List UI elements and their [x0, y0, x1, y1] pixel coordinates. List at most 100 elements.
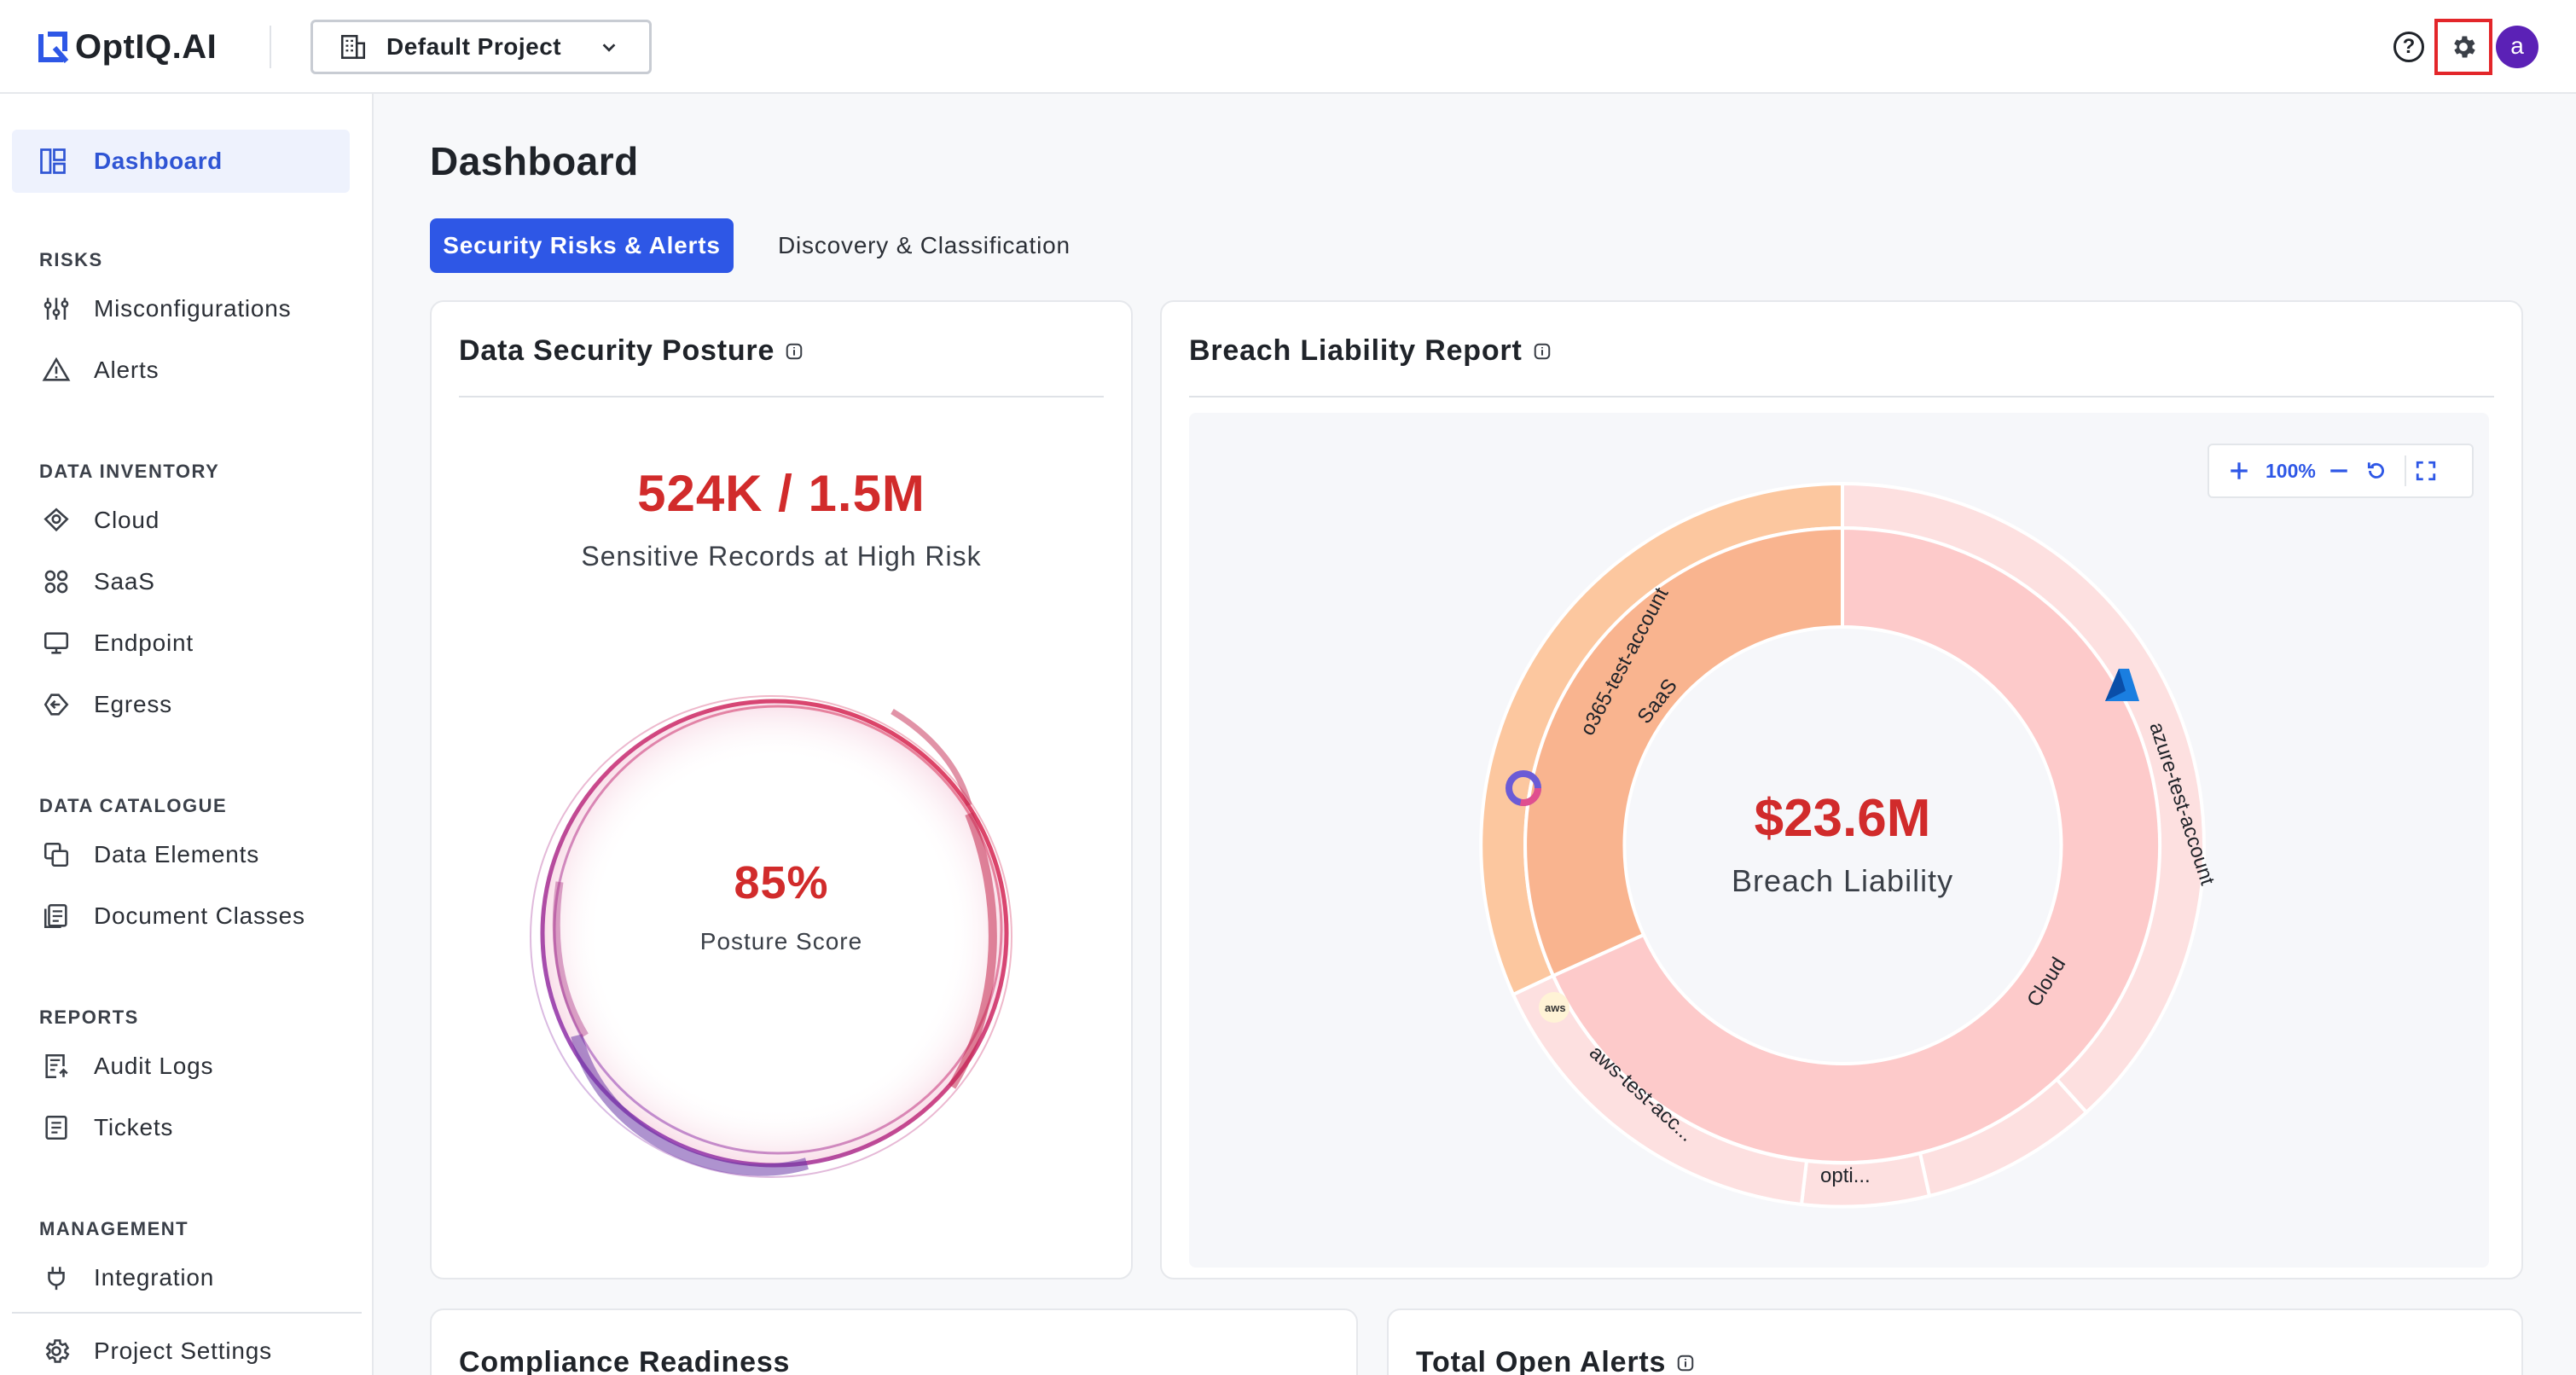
card-divider — [1189, 396, 2494, 397]
info-icon[interactable] — [785, 342, 804, 361]
sidebar-divider — [12, 1312, 362, 1314]
sensitive-records-caption: Sensitive Records at High Risk — [581, 541, 982, 571]
gear-icon — [39, 1334, 73, 1368]
tab-security-risks-alerts[interactable]: Security Risks & Alerts — [430, 218, 734, 273]
sidebar-section-data-inventory: DATA INVENTORY — [39, 461, 220, 482]
card-title-text: Data Security Posture — [459, 334, 775, 367]
sidebar-section-data-catalogue: DATA CATALOGUE — [39, 795, 228, 816]
zoom-level: 100% — [2266, 459, 2316, 482]
sidebar-item-cloud[interactable]: Cloud — [39, 502, 160, 539]
sidebar: Dashboard RISKS Misconfigurations Alerts… — [0, 94, 374, 1375]
card-divider — [459, 396, 1104, 397]
egress-icon — [39, 688, 73, 722]
sidebar-item-saas[interactable]: SaaS — [39, 563, 155, 600]
sidebar-item-label: Document Classes — [94, 902, 305, 929]
compliance-readiness-card: Compliance Readiness — [430, 1308, 1358, 1375]
card-title-text: Total Open Alerts — [1416, 1346, 1667, 1375]
chevron-down-icon — [602, 44, 616, 52]
card-title-text: Breach Liability Report — [1189, 334, 1523, 367]
user-avatar[interactable]: a — [2496, 26, 2538, 68]
reset-icon[interactable] — [2365, 460, 2387, 482]
posture-score-value: 85% — [734, 857, 829, 908]
sidebar-item-integration[interactable]: Integration — [39, 1259, 214, 1297]
svg-text:aws: aws — [1545, 1001, 1566, 1014]
sidebar-item-label: Data Elements — [94, 841, 260, 867]
brand-logo[interactable]: OptIQ.AI — [38, 24, 217, 70]
zoom-controls: 100% — [2208, 444, 2474, 498]
cloud-icon — [39, 503, 73, 537]
sidebar-item-egress[interactable]: Egress — [39, 686, 172, 723]
sidebar-item-label: Project Settings — [94, 1337, 272, 1364]
data-security-posture-card: Data Security Posture 524K / 1.5M Sensit… — [430, 300, 1133, 1279]
sidebar-item-misconfigurations[interactable]: Misconfigurations — [39, 290, 291, 328]
card-title: Breach Liability Report — [1189, 334, 1552, 368]
brand-name: OptIQ.AI — [75, 27, 218, 66]
dashboard-icon — [40, 148, 66, 174]
inner-segment-cloud — [1551, 525, 2162, 1164]
settings-button[interactable] — [2434, 19, 2492, 75]
sidebar-section-reports: REPORTS — [39, 1007, 139, 1028]
sunburst-rings — [1479, 481, 2206, 1209]
aws-icon: aws — [1539, 992, 1569, 1023]
warning-icon — [39, 353, 73, 387]
sidebar-item-label: Endpoint — [94, 629, 194, 656]
sidebar-item-label: Cloud — [94, 507, 160, 533]
sensitive-records-value: 524K / 1.5M — [637, 465, 925, 522]
azure-icon — [2105, 669, 2139, 701]
sidebar-item-label: Dashboard — [94, 148, 223, 174]
sidebar-item-label: Egress — [94, 691, 172, 717]
zoom-separator — [2404, 455, 2406, 486]
monitor-icon — [39, 626, 73, 660]
page-title: Dashboard — [430, 139, 639, 183]
total-open-alerts-card: Total Open Alerts — [1387, 1308, 2523, 1375]
documents-icon — [39, 899, 73, 933]
sidebar-item-label: Integration — [94, 1264, 215, 1291]
zoom-in-icon[interactable] — [2228, 460, 2250, 482]
sidebar-item-alerts[interactable]: Alerts — [39, 351, 159, 389]
info-icon[interactable] — [1533, 342, 1552, 361]
sidebar-item-data-elements[interactable]: Data Elements — [39, 836, 259, 873]
posture-score-orb — [530, 695, 1012, 1178]
sidebar-item-label: Audit Logs — [94, 1053, 214, 1079]
breach-total-caption: Breach Liability — [1731, 863, 1954, 898]
audit-log-icon — [39, 1049, 73, 1083]
sidebar-section-management: MANAGEMENT — [39, 1218, 189, 1239]
outer-label-opti: opti... — [1820, 1164, 1871, 1187]
header-divider — [270, 26, 271, 68]
sidebar-item-label: SaaS — [94, 568, 155, 595]
sidebar-item-label: Alerts — [94, 357, 160, 383]
copy-icon — [39, 838, 73, 872]
sidebar-item-dashboard[interactable]: Dashboard — [12, 130, 350, 193]
sliders-icon — [39, 292, 73, 326]
sidebar-item-tickets[interactable]: Tickets — [39, 1109, 173, 1146]
sidebar-item-label: Tickets — [94, 1114, 174, 1140]
help-icon[interactable]: ? — [2393, 32, 2424, 62]
sunburst-svg: o365-test-account SaaS azure-test-accoun… — [1479, 481, 2219, 1209]
card-title: Data Security Posture — [459, 334, 804, 368]
sidebar-item-label: Misconfigurations — [94, 295, 292, 322]
card-title-text: Compliance Readiness — [459, 1346, 791, 1375]
top-bar: OptIQ.AI Default Project ? a — [0, 0, 2576, 94]
sidebar-item-endpoint[interactable]: Endpoint — [39, 624, 194, 662]
breach-total-value: $23.6M — [1754, 789, 1931, 848]
project-selector-label: Default Project — [386, 33, 562, 60]
brand-logo-icon — [38, 32, 69, 63]
posture-score-caption: Posture Score — [699, 928, 863, 954]
o365-icon — [1506, 770, 1541, 806]
card-title: Total Open Alerts — [1416, 1346, 1695, 1375]
breach-liability-card: Breach Liability Report o365-test-accoun… — [1160, 300, 2523, 1279]
card-title: Compliance Readiness — [459, 1346, 790, 1375]
building-icon — [340, 34, 366, 60]
apps-icon — [39, 565, 73, 599]
sidebar-section-risks: RISKS — [39, 249, 103, 270]
tab-discovery-classification[interactable]: Discovery & Classification — [778, 232, 1070, 258]
sidebar-item-project-settings[interactable]: Project Settings — [39, 1332, 272, 1370]
info-icon[interactable] — [1676, 1354, 1695, 1372]
zoom-out-icon[interactable] — [2328, 460, 2350, 482]
inner-segment-saas — [1523, 525, 1844, 978]
fullscreen-icon[interactable] — [2415, 460, 2437, 482]
sidebar-item-audit-logs[interactable]: Audit Logs — [39, 1047, 213, 1085]
project-selector[interactable]: Default Project — [310, 20, 652, 74]
sidebar-item-document-classes[interactable]: Document Classes — [39, 897, 305, 935]
ticket-icon — [39, 1111, 73, 1145]
